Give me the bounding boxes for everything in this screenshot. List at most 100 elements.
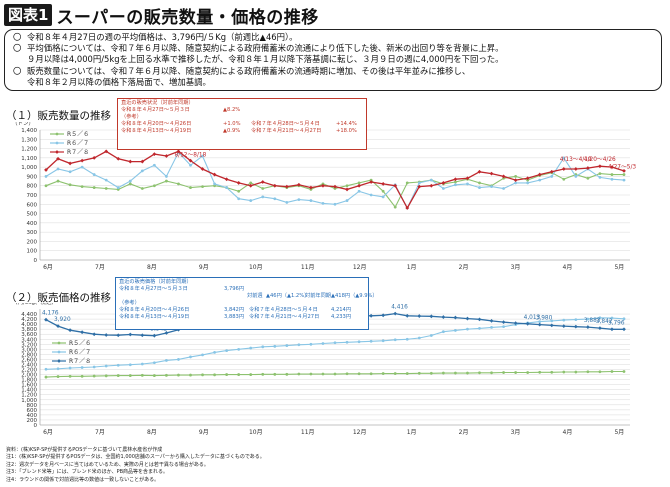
data-point bbox=[273, 197, 277, 201]
data-point bbox=[561, 324, 566, 329]
data-point bbox=[177, 182, 180, 186]
y-tick-label: 1,200 bbox=[21, 147, 37, 153]
recent-price-box: 直近の販売価格（対前年同期） 令和８年４月27日～５月３日 3,796円 対前週… bbox=[115, 277, 378, 330]
data-point bbox=[249, 373, 253, 376]
data-point bbox=[573, 324, 578, 329]
y-tick-label: 900 bbox=[27, 174, 38, 180]
legend-label: R７／８ bbox=[69, 358, 91, 365]
data-point bbox=[237, 347, 241, 351]
data-point bbox=[165, 179, 168, 183]
data-label: 4,176 bbox=[42, 311, 59, 317]
bullet-mark: 〇 bbox=[13, 65, 22, 76]
data-point bbox=[502, 187, 505, 190]
data-point bbox=[152, 374, 156, 377]
data-point bbox=[550, 319, 554, 323]
summary-bullet: 〇 販売数量については、令和７年６月以降、随意契約による政府備蓄米の流通時期に増… bbox=[13, 66, 653, 77]
y-tick-label: 3,000 bbox=[21, 347, 37, 353]
data-point bbox=[453, 177, 458, 182]
data-point bbox=[562, 177, 566, 181]
data-point bbox=[526, 371, 530, 374]
data-point bbox=[321, 372, 325, 376]
data-point bbox=[622, 178, 626, 182]
data-point bbox=[454, 371, 457, 375]
data-point bbox=[213, 350, 216, 354]
data-point bbox=[513, 321, 518, 326]
header: 図表1 スーパーの販売数量・価格の推移 bbox=[4, 3, 319, 28]
data-point bbox=[586, 317, 590, 321]
y-tick-label: 1,800 bbox=[21, 378, 37, 384]
data-point bbox=[128, 374, 132, 377]
data-point bbox=[140, 373, 144, 377]
data-point bbox=[56, 375, 60, 378]
data-point bbox=[357, 340, 361, 344]
data-point bbox=[201, 373, 204, 377]
data-label: 4/27～5/3 bbox=[608, 165, 636, 171]
data-point bbox=[369, 339, 373, 343]
data-point bbox=[164, 154, 169, 158]
data-label: 3,883 bbox=[584, 318, 601, 324]
data-point bbox=[598, 164, 602, 169]
data-point bbox=[598, 370, 602, 374]
data-point bbox=[357, 183, 361, 188]
box-title: 直近の販売状況（対前年同期） bbox=[121, 100, 194, 106]
data-point bbox=[165, 373, 168, 377]
x-tick-label: 3月 bbox=[511, 429, 521, 436]
data-point bbox=[309, 372, 313, 376]
legend-marker bbox=[55, 132, 59, 136]
legend-marker bbox=[57, 350, 61, 354]
summary-text: 販売数量については、令和７年６月以降、随意契約による政府備蓄米の流通時期に増加、… bbox=[27, 65, 471, 76]
data-point bbox=[405, 181, 409, 185]
data-point bbox=[236, 181, 241, 185]
data-point bbox=[501, 320, 506, 325]
recent-sales-box: 直近の販売状況（対前年同期） 令和８年４月27日～５月３日 ▲8.2% （参考）… bbox=[117, 98, 367, 150]
data-point bbox=[152, 163, 156, 167]
x-tick-label: 10月 bbox=[249, 429, 263, 436]
x-tick-label: 3月 bbox=[511, 264, 521, 271]
data-point bbox=[333, 372, 337, 376]
data-point bbox=[429, 178, 433, 182]
data-point bbox=[44, 168, 48, 172]
x-tick-label: 12月 bbox=[353, 429, 367, 436]
data-point bbox=[201, 154, 204, 158]
change-label: 対前週 bbox=[247, 293, 263, 299]
data-point bbox=[152, 333, 157, 338]
y-tick-label: 2,600 bbox=[21, 357, 37, 363]
y-tick-label: 600 bbox=[27, 408, 38, 414]
data-point bbox=[369, 193, 373, 197]
period-label: 令和７年４月28日～５月４日 bbox=[251, 121, 320, 127]
data-point bbox=[68, 374, 72, 378]
note-line: 注4：ラウンドの関係で対前週比等の数値は一致しないことがある。 bbox=[6, 476, 160, 483]
data-point bbox=[357, 189, 361, 193]
period-label: 令和７年４月28日～５月４日 bbox=[249, 307, 318, 313]
data-point bbox=[104, 364, 108, 368]
data-point bbox=[345, 199, 349, 202]
data-point bbox=[201, 353, 204, 357]
data-point bbox=[537, 172, 542, 177]
data-point bbox=[261, 345, 265, 349]
data-point bbox=[622, 317, 626, 321]
y-tick-label: 1,000 bbox=[21, 398, 37, 404]
y-tick-label: 2,000 bbox=[21, 373, 37, 379]
data-point bbox=[249, 181, 253, 185]
data-point bbox=[489, 318, 494, 323]
period-label: 令和８年４月13日～４月19日 bbox=[119, 314, 190, 320]
data-label: 3,920 bbox=[54, 317, 71, 323]
data-point bbox=[165, 359, 168, 362]
data-point bbox=[80, 330, 85, 335]
data-point bbox=[189, 373, 192, 377]
data-point bbox=[561, 167, 566, 171]
data-point bbox=[285, 372, 289, 376]
data-point bbox=[285, 344, 289, 347]
data-point bbox=[189, 186, 192, 189]
legend-marker bbox=[57, 341, 61, 345]
data-point bbox=[490, 326, 493, 329]
data-point bbox=[44, 367, 48, 371]
data-point bbox=[80, 165, 84, 169]
data-point bbox=[417, 314, 422, 318]
data-point bbox=[417, 184, 422, 189]
x-tick-label: 12月 bbox=[353, 264, 367, 271]
y-tick-label: 800 bbox=[27, 403, 38, 409]
data-label: 3,980 bbox=[536, 316, 553, 322]
box-title: 直近の販売価格（対前年同期） bbox=[119, 279, 192, 285]
data-point bbox=[44, 175, 48, 178]
